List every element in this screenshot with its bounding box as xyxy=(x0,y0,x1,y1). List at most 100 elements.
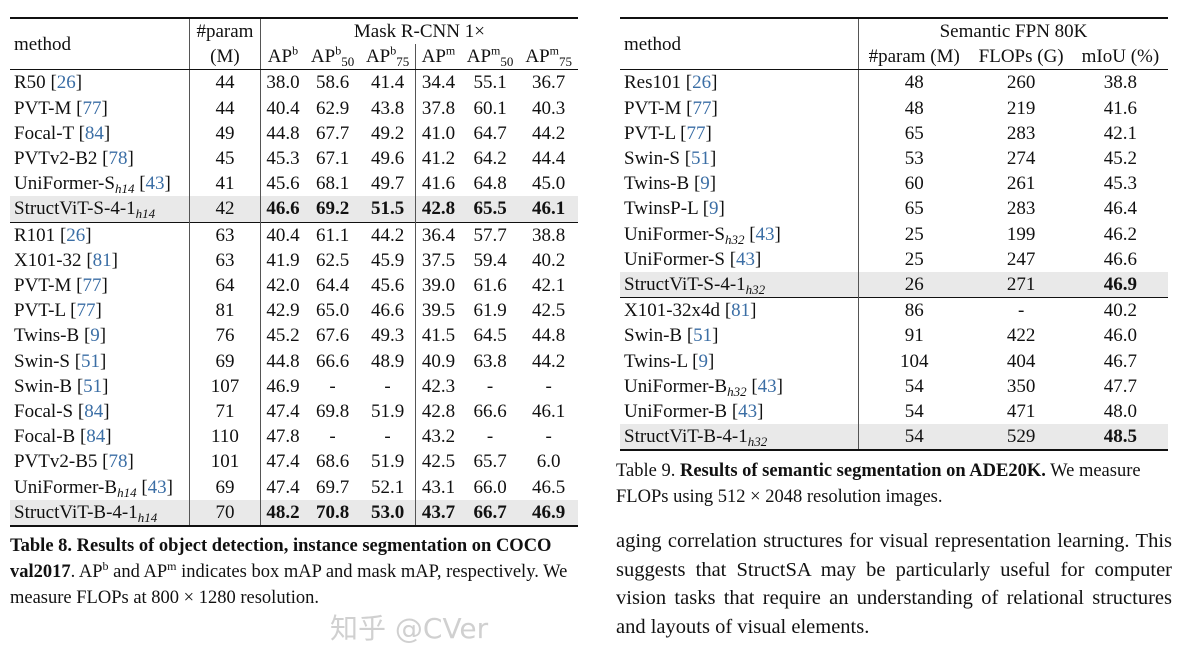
param-cell: 110 xyxy=(189,424,261,450)
table-9-semantic-segmentation: method Semantic FPN 80K #param (M) FLOPs … xyxy=(620,16,1168,452)
value-cell: 46.9 xyxy=(519,499,578,528)
value-cell: 48 xyxy=(858,95,970,121)
value-cell: 274 xyxy=(1006,148,1036,170)
citation-number: 26 xyxy=(692,72,712,94)
method-name: StructViT-S-4-1 xyxy=(624,274,746,296)
method-name: PVT-M xyxy=(14,97,72,119)
value-cell: 58.6 xyxy=(315,72,350,94)
value-cell: 64.7 xyxy=(473,122,507,144)
method-name: Swin-B xyxy=(624,325,683,347)
citation: [84] xyxy=(73,401,110,423)
method-subscript: h32 xyxy=(727,383,747,399)
header-sup: m xyxy=(491,43,501,58)
value-cell: 46.6 xyxy=(259,196,306,223)
header-col: #param (M) xyxy=(858,44,970,71)
citation-number: 77 xyxy=(82,97,102,119)
method-cell: UniFormer-Sh14 [43] xyxy=(10,171,190,196)
value-cell: 48.2 xyxy=(259,499,306,528)
value-cell: 41.2 xyxy=(415,146,461,172)
citation: [43] xyxy=(746,375,783,397)
citation: [9] xyxy=(689,173,717,195)
method-cell: R50 [26] xyxy=(10,70,190,96)
method-cell: PVTv2-B5 [78] xyxy=(10,449,190,474)
header-base: AP xyxy=(310,46,336,68)
method-name: R101 xyxy=(14,224,56,246)
citation-number: 77 xyxy=(686,122,706,144)
value-cell: 44.8 xyxy=(532,325,566,347)
value-cell: 46.6 xyxy=(1103,248,1138,270)
method-name: Swin-S xyxy=(14,350,70,372)
method-subscript: h32 xyxy=(724,231,745,247)
header-param-unit: (M) xyxy=(189,44,261,71)
citation: [78] xyxy=(97,451,134,473)
table-8-object-detection: method #param Mask R-CNN 1× (M) APb APb50 A… xyxy=(10,16,578,528)
value-cell: 49.2 xyxy=(370,122,405,144)
value-cell: 44.8 xyxy=(259,348,306,374)
method-name: PVTv2-B2 xyxy=(14,148,98,170)
table-8-caption: Table 8. Results of object detection, in… xyxy=(10,533,570,611)
table-row: Res101 [26] 48 260 38.8 xyxy=(620,69,1168,96)
method-subscript: h14 xyxy=(135,206,156,222)
method-name: Swin-B xyxy=(14,375,73,397)
table-row: PVT-L [77] 65 283 42.1 xyxy=(620,120,1168,147)
table-row: Focal-T [84] 49 44.8 67.7 49.2 41.0 64.7 44.2 xyxy=(10,120,578,147)
method-name: R50 xyxy=(14,72,46,94)
param-cell: 101 xyxy=(189,449,261,475)
method-cell: UniFormer-Bh14 [43] xyxy=(10,475,190,500)
method-name: UniFormer-B xyxy=(14,476,118,498)
value-cell: 42.0 xyxy=(259,273,306,299)
method-subscript: h32 xyxy=(747,434,768,450)
table-row: Swin-S [51] 53 274 45.2 xyxy=(620,146,1168,172)
value-cell: 62.5 xyxy=(315,249,350,271)
value-cell: 46.2 xyxy=(1103,223,1138,245)
method-name: Focal-T xyxy=(14,122,74,144)
table-9-caption: Table 9. Results of semantic segmentatio… xyxy=(616,458,1172,510)
value-cell: 46.1 xyxy=(519,196,578,223)
citation-number: 43 xyxy=(738,401,758,423)
table-row: X101-32 [81] 63 41.9 62.5 45.9 37.5 59.4 40.2 xyxy=(10,247,578,274)
citation: [43] xyxy=(136,476,173,498)
method-name: PVT-M xyxy=(14,275,72,297)
value-cell: 48 xyxy=(858,69,970,96)
value-cell: - xyxy=(486,426,494,448)
param-cell: 69 xyxy=(189,348,261,374)
citation-number: 9 xyxy=(700,173,710,195)
table-row: PVT-M [77] 64 42.0 64.4 45.6 39.0 61.6 42.1 xyxy=(10,273,578,299)
value-cell: 104 xyxy=(858,348,970,374)
method-name: UniFormer-S xyxy=(624,248,725,270)
param-cell: 81 xyxy=(189,298,261,324)
table-row: PVT-M [77] 48 219 41.6 xyxy=(620,95,1168,121)
header-col: FLOPs (G) xyxy=(969,44,1073,71)
param-cell: 44 xyxy=(189,69,261,96)
value-cell: 69.7 xyxy=(315,476,350,498)
citation-number: 81 xyxy=(731,300,751,322)
value-cell: 43.7 xyxy=(415,499,461,528)
table-row: Twins-B [9] 60 261 45.3 xyxy=(620,171,1168,197)
header-semantic-fpn: Semantic FPN 80K xyxy=(858,16,1168,45)
citation: [26] xyxy=(45,72,83,94)
table-row: PVT-L [77] 81 42.9 65.0 46.6 39.5 61.9 42.5 xyxy=(10,298,578,324)
value-cell: 51.9 xyxy=(370,401,405,423)
value-cell: 44.4 xyxy=(532,148,566,170)
header-base: AP xyxy=(267,46,293,68)
caption-bold: Results of object detection, instance se… xyxy=(10,536,552,582)
method-subscript: h14 xyxy=(117,484,137,500)
value-cell: 91 xyxy=(858,323,970,349)
table-row: Swin-S [51] 69 44.8 66.6 48.9 40.9 63.8 44.2 xyxy=(10,348,578,374)
value-cell: 61.6 xyxy=(473,275,507,297)
caption-text: indicates box mAP and mask mAP, respecti… xyxy=(10,562,568,608)
value-cell: 271 xyxy=(969,272,1073,298)
header-sup: b xyxy=(335,43,342,58)
param-cell: 76 xyxy=(189,323,261,349)
param-cell: 45 xyxy=(189,146,261,172)
value-cell: 64.2 xyxy=(473,148,507,170)
value-cell: 42.8 xyxy=(415,196,461,223)
table-row: UniFormer-Sh32 [43] 25 199 46.2 xyxy=(620,221,1168,247)
value-cell: 41.6 xyxy=(415,171,461,197)
method-cell: PVT-M [77] xyxy=(10,96,190,121)
value-cell: 65 xyxy=(858,196,970,222)
value-cell: 54 xyxy=(858,424,970,452)
param-cell: 64 xyxy=(189,273,261,299)
method-name: Focal-B xyxy=(14,426,76,448)
value-cell: 219 xyxy=(1006,97,1036,119)
